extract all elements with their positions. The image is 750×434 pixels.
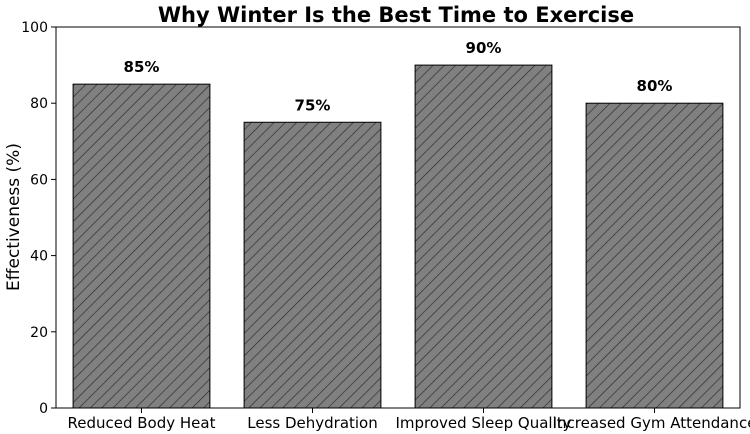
bar: [414, 64, 553, 409]
axes-frame: [55, 26, 741, 409]
x-tick-label: Improved Sleep Quality: [395, 414, 571, 432]
bar-data-label: 85%: [124, 58, 160, 76]
y-tick-label: 20: [30, 325, 48, 341]
y-tick-label: 0: [39, 401, 48, 417]
bar: [243, 121, 382, 409]
x-tick-label: Less Dehydration: [247, 414, 378, 432]
bar: [72, 83, 211, 409]
y-tick-label: 60: [30, 172, 48, 188]
bar-data-label: 80%: [637, 77, 673, 95]
x-tick-label: Reduced Body Heat: [68, 414, 216, 432]
plot-area: 0 20 40 60 80 100 85% Reduced Body Heat 75% Less …: [21, 20, 750, 432]
y-tick-label: 80: [30, 96, 48, 112]
bar-data-label: 90%: [466, 39, 502, 57]
y-tick-label: 100: [21, 20, 48, 36]
y-axis-label: Effectiveness (%): [4, 143, 24, 291]
bar-data-label: 75%: [295, 96, 331, 114]
bar: [585, 102, 724, 409]
y-tick-label: 40: [30, 249, 48, 265]
x-tick-label: Increased Gym Attendance: [553, 414, 750, 432]
chart-title: Why Winter Is the Best Time to Exercise: [158, 3, 634, 27]
